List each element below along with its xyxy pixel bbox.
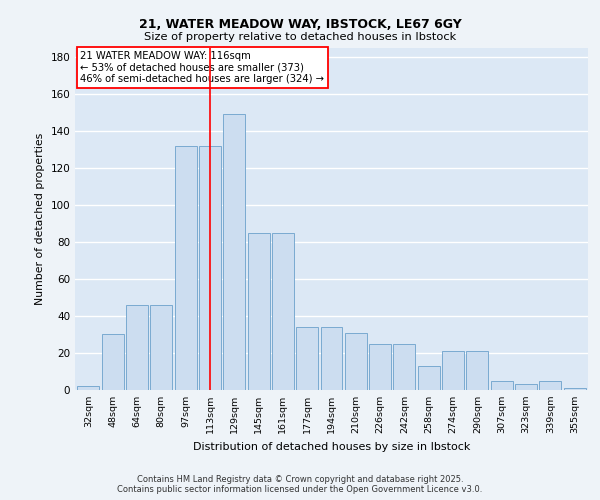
Bar — [151, 305, 172, 390]
Bar — [394, 344, 415, 390]
Text: 21, WATER MEADOW WAY, IBSTOCK, LE67 6GY: 21, WATER MEADOW WAY, IBSTOCK, LE67 6GY — [139, 18, 461, 30]
Y-axis label: Number of detached properties: Number of detached properties — [35, 132, 45, 305]
Bar — [77, 386, 100, 390]
Bar — [175, 146, 197, 390]
Bar — [563, 388, 586, 390]
Bar — [515, 384, 537, 390]
Bar — [296, 327, 318, 390]
Bar — [539, 380, 561, 390]
Text: 21 WATER MEADOW WAY: 116sqm
← 53% of detached houses are smaller (373)
46% of se: 21 WATER MEADOW WAY: 116sqm ← 53% of det… — [80, 51, 324, 84]
Text: Size of property relative to detached houses in Ibstock: Size of property relative to detached ho… — [144, 32, 456, 42]
Bar — [223, 114, 245, 390]
Bar — [102, 334, 124, 390]
Bar — [248, 232, 269, 390]
Bar — [369, 344, 391, 390]
Bar — [466, 351, 488, 390]
Bar — [320, 327, 343, 390]
Bar — [199, 146, 221, 390]
X-axis label: Distribution of detached houses by size in Ibstock: Distribution of detached houses by size … — [193, 442, 470, 452]
Bar — [126, 305, 148, 390]
Text: Contains HM Land Registry data © Crown copyright and database right 2025.
Contai: Contains HM Land Registry data © Crown c… — [118, 474, 482, 494]
Bar — [442, 351, 464, 390]
Bar — [491, 380, 512, 390]
Bar — [418, 366, 440, 390]
Bar — [272, 232, 294, 390]
Bar — [345, 332, 367, 390]
